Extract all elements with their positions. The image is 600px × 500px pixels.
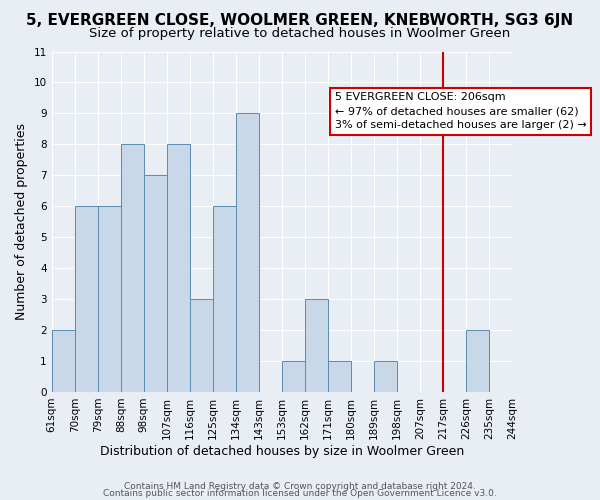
Bar [374,361,397,392]
X-axis label: Distribution of detached houses by size in Woolmer Green: Distribution of detached houses by size … [100,444,464,458]
Text: Size of property relative to detached houses in Woolmer Green: Size of property relative to detached ho… [89,28,511,40]
Bar [74,206,98,392]
Bar [328,361,351,392]
Bar [98,206,121,392]
Text: 5, EVERGREEN CLOSE, WOOLMER GREEN, KNEBWORTH, SG3 6JN: 5, EVERGREEN CLOSE, WOOLMER GREEN, KNEBW… [26,12,574,28]
Bar [236,114,259,392]
Bar [167,144,190,392]
Bar [213,206,236,392]
Bar [466,330,489,392]
Bar [305,299,328,392]
Bar [190,299,213,392]
Text: Contains HM Land Registry data © Crown copyright and database right 2024.: Contains HM Land Registry data © Crown c… [124,482,476,491]
Text: Contains public sector information licensed under the Open Government Licence v3: Contains public sector information licen… [103,490,497,498]
Y-axis label: Number of detached properties: Number of detached properties [15,123,28,320]
Bar [282,361,305,392]
Text: 5 EVERGREEN CLOSE: 206sqm
← 97% of detached houses are smaller (62)
3% of semi-d: 5 EVERGREEN CLOSE: 206sqm ← 97% of detac… [335,92,587,130]
Bar [52,330,74,392]
Bar [121,144,144,392]
Bar [144,176,167,392]
